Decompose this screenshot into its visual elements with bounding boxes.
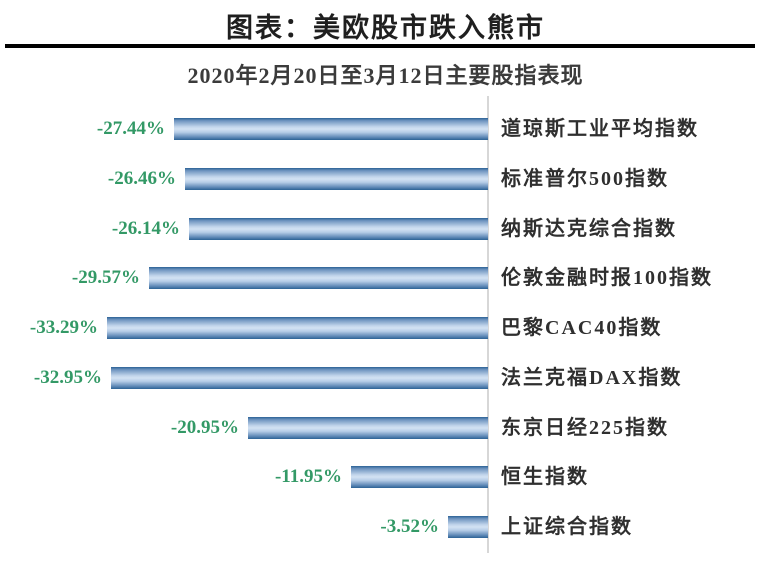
category-label: 道琼斯工业平均指数 — [501, 118, 699, 140]
bar — [189, 218, 488, 240]
value-label: -26.14% — [111, 218, 180, 239]
bar — [351, 466, 488, 488]
category-label: 纳斯达克综合指数 — [501, 218, 677, 240]
value-label: -32.95% — [33, 367, 102, 388]
category-label: 东京日经225指数 — [501, 417, 669, 439]
axis-line — [487, 96, 489, 553]
category-label: 伦敦金融时报100指数 — [501, 267, 713, 289]
title-divider — [5, 44, 755, 48]
category-label: 巴黎CAC40指数 — [501, 317, 663, 339]
value-label: -11.95% — [274, 466, 342, 487]
value-label: -33.29% — [29, 317, 98, 338]
bar — [174, 118, 488, 140]
chart-title: 2020年2月20日至3月12日主要股指表现 — [187, 63, 584, 88]
value-label: -20.95% — [170, 417, 239, 438]
category-label: 恒生指数 — [501, 466, 589, 488]
value-label: -26.46% — [107, 168, 176, 189]
value-label: -27.44% — [96, 118, 165, 139]
bar — [185, 168, 488, 190]
value-label: -3.52% — [380, 516, 439, 537]
bar — [448, 516, 488, 538]
category-label: 法兰克福DAX指数 — [501, 367, 683, 389]
category-label: 标准普尔500指数 — [501, 168, 669, 190]
value-label: -29.57% — [71, 267, 140, 288]
bar — [149, 267, 488, 289]
bar-chart: -27.44% 道琼斯工业平均指数 -26.46% 标准普尔500指数 -26.14% 纳… — [0, 96, 771, 558]
bar — [111, 367, 488, 389]
category-label: 上证综合指数 — [501, 516, 633, 538]
figure-title: 图表：美欧股市跌入熊市 — [226, 13, 545, 43]
bar — [248, 417, 488, 439]
bar — [107, 317, 488, 339]
